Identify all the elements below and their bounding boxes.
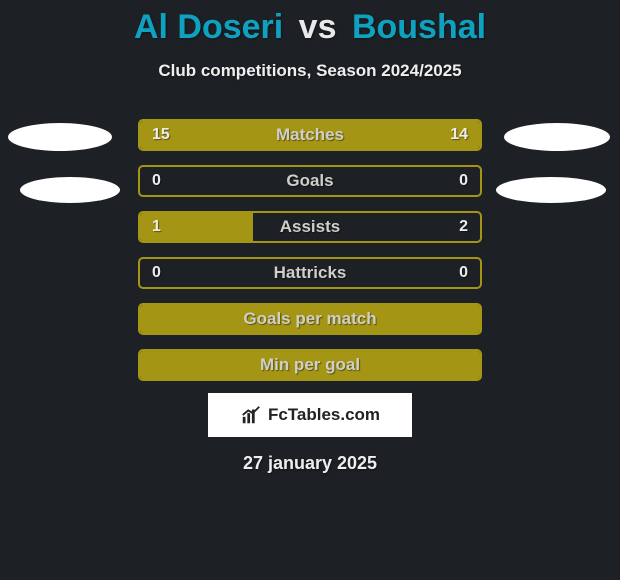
stat-row: Goals0 0 xyxy=(138,165,482,197)
stat-fill-left xyxy=(140,305,480,333)
stat-row: Matches1514 xyxy=(138,119,482,151)
stat-label: Hattricks xyxy=(140,263,480,283)
title-player-left: Al Doseri xyxy=(134,8,283,46)
date-line: 27 january 2025 xyxy=(0,453,620,474)
stat-value-left: 1 xyxy=(152,218,161,236)
stat-value-left: 15 xyxy=(152,126,170,144)
stat-fill-left xyxy=(140,351,480,379)
decorative-ellipse xyxy=(496,177,606,203)
subtitle: Club competitions, Season 2024/2025 xyxy=(0,61,620,81)
page-title: Al Doseri vs Boushal xyxy=(0,0,620,47)
stat-value-right: 14 xyxy=(450,126,468,144)
title-vs: vs xyxy=(299,8,337,46)
stat-value-right: 0 xyxy=(459,264,468,282)
decorative-ellipse xyxy=(8,123,112,151)
infographic-container: Al Doseri vs Boushal Club competitions, … xyxy=(0,0,620,580)
logo-text: FcTables.com xyxy=(268,405,380,425)
stat-fill-right xyxy=(253,213,480,241)
stat-value-left: 0 xyxy=(152,264,161,282)
stat-label: Goals xyxy=(140,171,480,191)
stat-value-right: 0 xyxy=(459,172,468,190)
stat-row: Goals per match xyxy=(138,303,482,335)
stats-rows: Matches1514Goals00Assists12Hattricks00Go… xyxy=(0,119,620,381)
title-player-right: Boushal xyxy=(352,8,486,46)
stat-value-left: 0 xyxy=(152,172,161,190)
stat-value-right: 2 xyxy=(459,218,468,236)
stat-row: Min per goal xyxy=(138,349,482,381)
stat-row: Assists12 xyxy=(138,211,482,243)
decorative-ellipse xyxy=(504,123,610,151)
fctables-logo: FcTables.com xyxy=(208,393,412,437)
chart-icon xyxy=(240,404,262,426)
decorative-ellipse xyxy=(20,177,120,203)
stat-row: Hattricks0 0 xyxy=(138,257,482,289)
